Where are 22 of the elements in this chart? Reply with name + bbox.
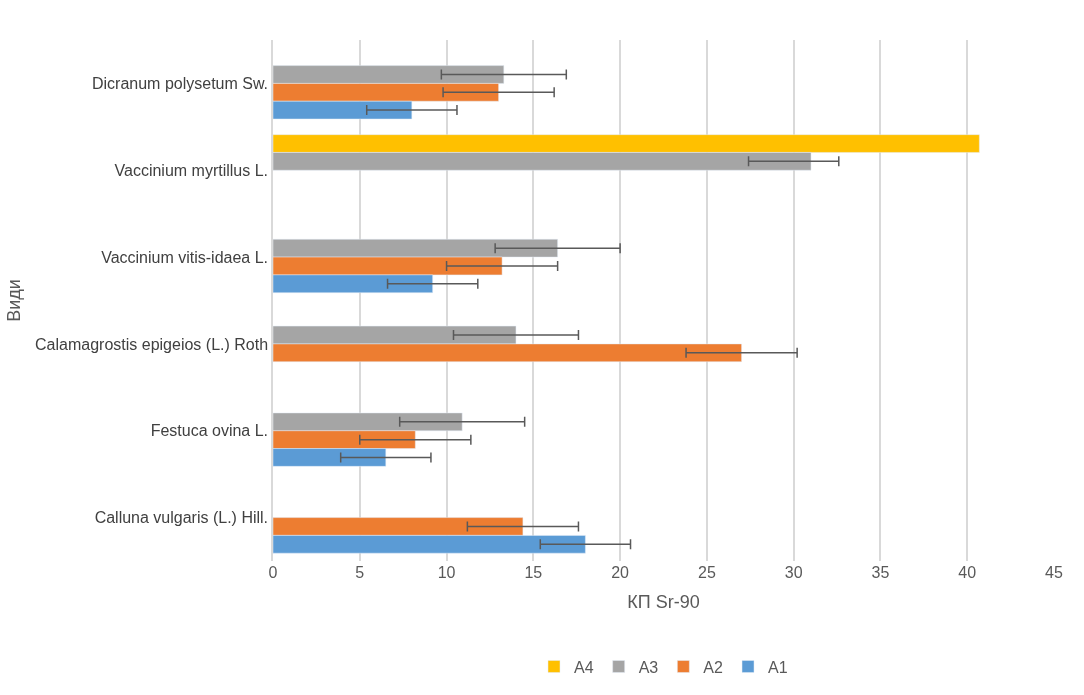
- x-tick-label: 10: [437, 564, 456, 581]
- x-tick-label: 5: [355, 564, 365, 581]
- y-tick-label: Festuca ovina L.: [150, 422, 269, 440]
- y-tick-label: Vaccinium vitis-idaea L.: [101, 248, 269, 266]
- y-axis-title: Види: [3, 279, 24, 322]
- x-tick-label: 35: [871, 564, 890, 581]
- legend-label: A1: [768, 658, 788, 676]
- y-tick-label: Dicranum polysetum Sw.: [91, 75, 269, 93]
- x-axis-title: КП Sr-90: [627, 592, 700, 613]
- x-tick-label: 0: [268, 564, 278, 581]
- x-tick-label: 25: [697, 564, 716, 581]
- x-tick-label: 45: [1045, 564, 1063, 581]
- legend-label: A3: [638, 658, 659, 676]
- x-tick-label: 40: [958, 564, 977, 581]
- legend-label: A2: [703, 658, 724, 676]
- y-tick-label: Vaccinium myrtillus L.: [114, 161, 269, 179]
- y-tick-label: Calluna vulgaris (L.) Hill.: [94, 509, 269, 527]
- x-tick-label: 30: [784, 564, 803, 581]
- x-tick-label: 20: [611, 564, 630, 581]
- x-tick-label: 15: [524, 564, 543, 581]
- legend-label: A4: [574, 658, 594, 676]
- y-tick-label: Calamagrostis epigeios (L.) Roth: [35, 335, 269, 353]
